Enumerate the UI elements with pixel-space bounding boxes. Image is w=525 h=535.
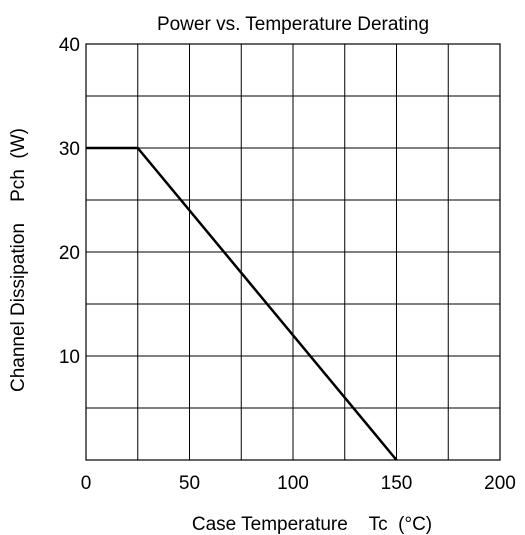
x-tick-label: 50	[179, 473, 200, 494]
y-axis-label: Channel Dissipation Pch (W)	[8, 128, 29, 392]
y-tick-label: 30	[59, 139, 80, 160]
y-tick-label: 20	[59, 243, 80, 264]
chart-title: Power vs. Temperature Derating	[157, 14, 429, 35]
tick-labels: 0 50 100 150 200 10 20 30 40	[59, 35, 516, 494]
x-tick-label: 150	[381, 473, 413, 494]
x-axis-label: Case Temperature Tc (°C)	[192, 514, 432, 535]
y-tick-label: 10	[59, 347, 80, 368]
x-tick-label: 0	[81, 473, 92, 494]
derating-curve	[86, 146, 398, 461]
x-tick-label: 200	[484, 473, 516, 494]
x-tick-label: 100	[277, 473, 309, 494]
series-group	[86, 146, 398, 461]
y-tick-label: 40	[59, 35, 80, 56]
grid	[86, 44, 500, 460]
plot-frame	[85, 43, 501, 461]
